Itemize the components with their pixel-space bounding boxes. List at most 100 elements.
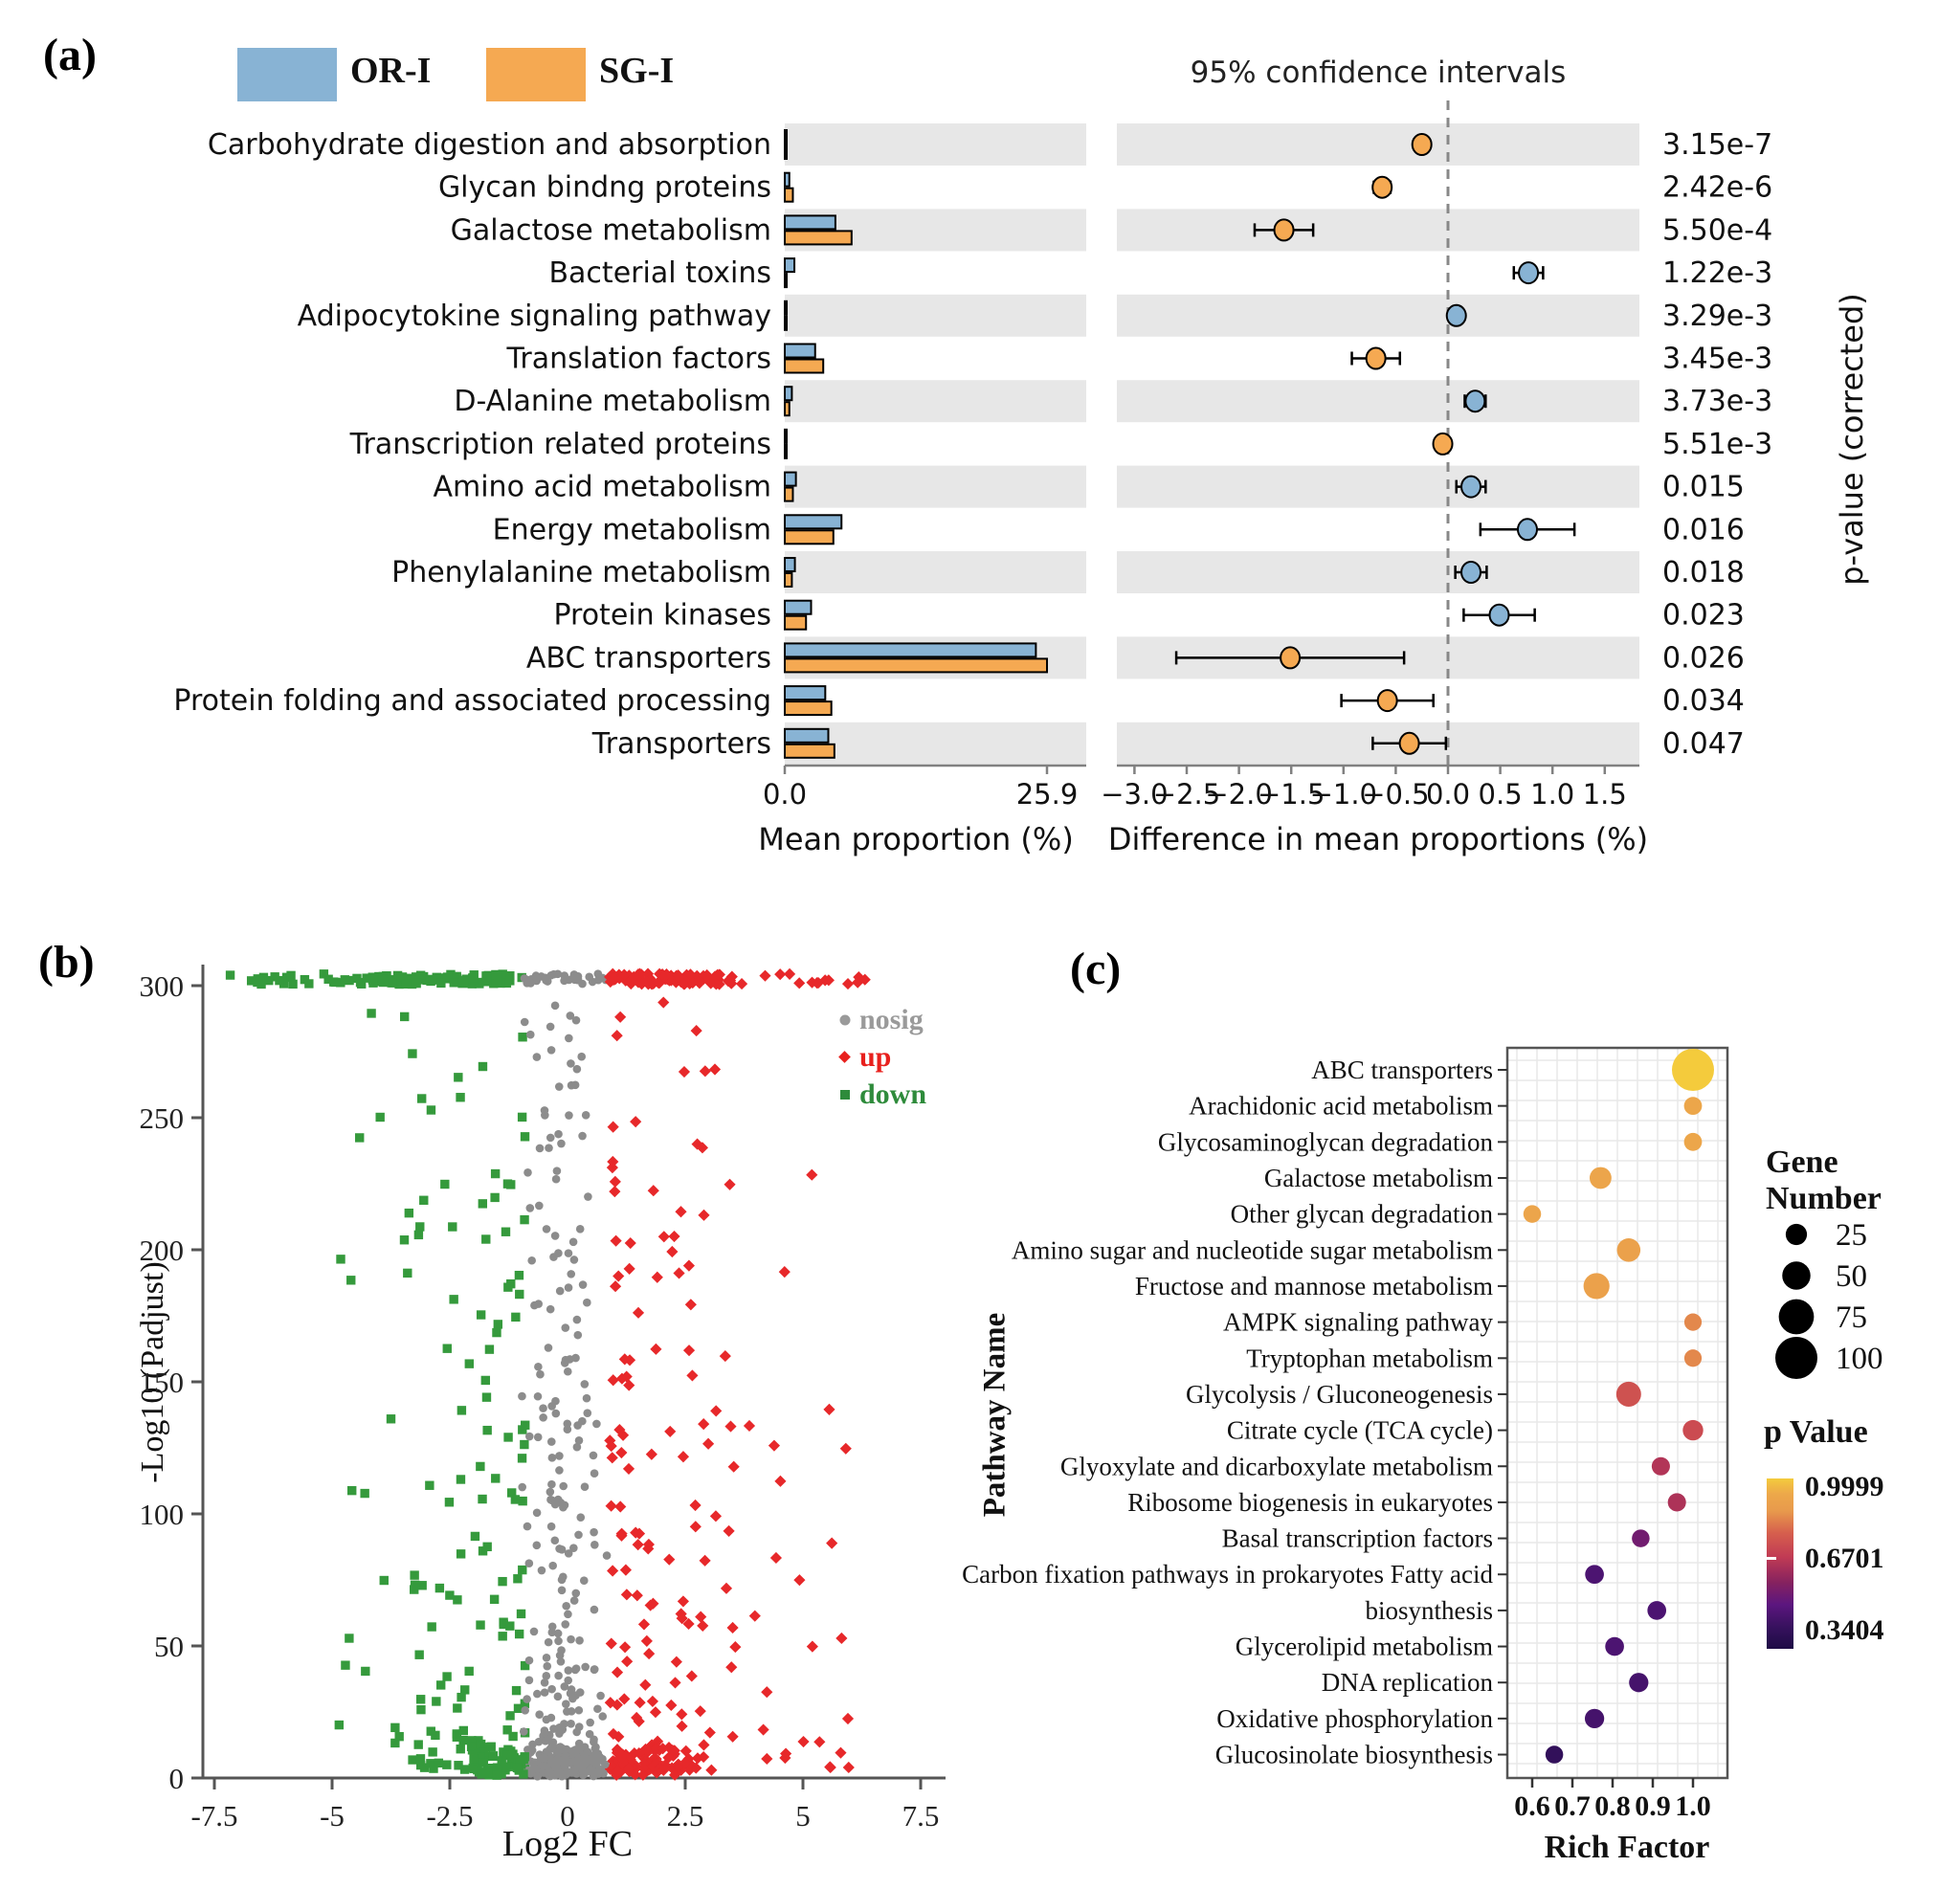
volcano-point-down bbox=[378, 974, 389, 984]
volcano-point-nosig bbox=[559, 1481, 568, 1491]
volcano-point-down bbox=[253, 974, 263, 984]
volcano-point-nosig bbox=[567, 1634, 575, 1644]
volcano-point-down bbox=[264, 975, 274, 986]
row-label: Energy metabolism bbox=[493, 513, 771, 546]
gene-number-legend-circle bbox=[1775, 1337, 1817, 1379]
volcano-legend-label-nosig: nosig bbox=[859, 1003, 924, 1035]
volcano-point-up bbox=[640, 1634, 653, 1647]
volcano-point-nosig bbox=[595, 1752, 604, 1762]
volcano-point-nosig bbox=[519, 1727, 528, 1736]
volcano-point-nosig bbox=[532, 1541, 542, 1550]
volcano-point-down bbox=[521, 1420, 530, 1430]
ci-dot bbox=[1411, 133, 1433, 156]
volcano-point-nosig bbox=[590, 1469, 599, 1478]
volcano-point-down bbox=[334, 1720, 345, 1730]
volcano-point-down bbox=[503, 1433, 513, 1442]
volcano-point-down bbox=[442, 1344, 452, 1353]
volcano-point-down bbox=[478, 1061, 488, 1072]
volcano-point-nosig bbox=[567, 1059, 575, 1068]
volcano-point-nosig bbox=[557, 1139, 566, 1148]
bar-sg1 bbox=[784, 529, 835, 545]
volcano-point-up bbox=[609, 1186, 621, 1198]
volcano-point-down bbox=[345, 975, 354, 986]
volcano-point-up bbox=[607, 971, 619, 985]
bar-or1 bbox=[784, 514, 843, 530]
volcano-point-down bbox=[458, 976, 469, 986]
volcano-point-down bbox=[452, 1732, 462, 1742]
gene-number-legend-circle bbox=[1785, 1223, 1808, 1246]
volcano-point-down bbox=[505, 1711, 515, 1721]
volcano-point-down bbox=[520, 1214, 529, 1225]
tick-label-right-axis: −1.0 bbox=[1310, 778, 1377, 811]
volcano-point-down bbox=[460, 1685, 470, 1695]
volcano-point-up bbox=[695, 1611, 707, 1623]
ci-dot bbox=[1518, 261, 1540, 285]
volcano-point-down bbox=[469, 1754, 479, 1764]
volcano-point-nosig bbox=[525, 1204, 535, 1212]
volcano-point-down bbox=[520, 1132, 530, 1142]
row-band-right bbox=[1117, 294, 1639, 337]
volcano-point-nosig bbox=[535, 1710, 544, 1719]
volcano-point-down bbox=[481, 1234, 491, 1244]
bubble bbox=[1585, 1565, 1604, 1585]
volcano-point-nosig bbox=[554, 1671, 563, 1680]
bar-sg1 bbox=[784, 144, 788, 160]
volcano-point-down bbox=[505, 971, 515, 981]
bubble bbox=[1647, 1601, 1667, 1620]
volcano-point-up bbox=[698, 1418, 710, 1431]
volcano-point-nosig bbox=[563, 1367, 572, 1376]
volcano-point-nosig bbox=[546, 1022, 555, 1032]
volcano-point-up bbox=[615, 1446, 628, 1459]
volcano-point-nosig bbox=[552, 1167, 562, 1175]
volcano-point-nosig bbox=[532, 1508, 542, 1518]
volcano-point-nosig bbox=[544, 1344, 553, 1352]
volcano-point-up bbox=[610, 1234, 622, 1247]
bar-or1 bbox=[784, 685, 827, 701]
bubble-row-label: Fructose and mannose metabolism bbox=[1135, 1272, 1493, 1300]
bubble-row-label: Glyoxylate and dicarboxylate metabolism bbox=[1060, 1452, 1493, 1480]
volcano-point-down bbox=[304, 979, 314, 989]
volcano-point-up bbox=[607, 1374, 619, 1387]
volcano-point-down bbox=[482, 1542, 492, 1552]
p-value-label: 3.73e-3 bbox=[1662, 385, 1772, 418]
volcano-y-tick-label: 50 bbox=[154, 1630, 184, 1663]
volcano-point-up bbox=[793, 977, 806, 989]
volcano-point-nosig bbox=[545, 1144, 553, 1152]
volcano-point-down bbox=[476, 1310, 486, 1320]
volcano-point-up bbox=[735, 978, 748, 990]
volcano-point-up bbox=[622, 1462, 635, 1475]
volcano-point-up bbox=[697, 1619, 709, 1632]
volcano-x-tick-label: 0 bbox=[560, 1799, 575, 1833]
volcano-point-down bbox=[482, 1425, 492, 1435]
volcano-point-nosig bbox=[533, 1433, 543, 1442]
volcano-point-nosig bbox=[518, 1391, 526, 1401]
bubble bbox=[1651, 1456, 1670, 1476]
volcano-point-nosig bbox=[590, 1527, 598, 1537]
volcano-point-down bbox=[390, 1738, 400, 1748]
bar-sg1 bbox=[784, 187, 794, 203]
volcano-point-up bbox=[705, 1764, 718, 1776]
volcano-point-down bbox=[469, 973, 479, 983]
volcano-point-down bbox=[454, 1761, 463, 1770]
volcano-point-down bbox=[470, 1531, 480, 1542]
volcano-point-down bbox=[275, 975, 284, 986]
volcano-point-nosig bbox=[561, 1620, 570, 1629]
volcano-point-nosig bbox=[564, 1283, 573, 1292]
volcano-point-up bbox=[673, 1267, 685, 1279]
volcano-point-down bbox=[492, 1327, 501, 1338]
volcano-point-down bbox=[355, 1133, 365, 1143]
volcano-point-nosig bbox=[566, 1011, 575, 1020]
bubble-row-label: Basal transcription factors bbox=[1222, 1524, 1493, 1553]
volcano-point-down bbox=[493, 1320, 503, 1329]
volcano-point-up bbox=[748, 1610, 761, 1622]
bar-or1 bbox=[784, 471, 797, 487]
p-value-label: 0.023 bbox=[1662, 599, 1745, 633]
volcano-point-down bbox=[475, 979, 484, 989]
legend-label-sg1: SG-I bbox=[599, 51, 675, 91]
volcano-point-down bbox=[388, 978, 397, 988]
volcano-point-nosig bbox=[580, 1380, 590, 1389]
row-label: Adipocytokine signaling pathway bbox=[298, 300, 771, 333]
volcano-point-up bbox=[631, 1589, 643, 1602]
volcano-legend: nosig up down bbox=[831, 1001, 926, 1113]
volcano-point-up bbox=[619, 1564, 632, 1576]
